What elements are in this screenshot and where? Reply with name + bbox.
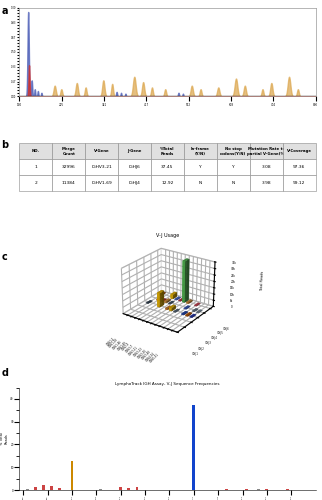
Bar: [71, 460, 73, 490]
Bar: [245, 489, 248, 490]
Bar: [34, 486, 37, 490]
Bar: [265, 489, 268, 490]
Bar: [225, 488, 228, 490]
Bar: [193, 404, 195, 490]
Bar: [42, 485, 45, 490]
Title: LymphoTrack IGH Assay- V-J Sequence Frequencies: LymphoTrack IGH Assay- V-J Sequence Freq…: [115, 382, 220, 386]
Bar: [119, 488, 122, 490]
Text: b: b: [2, 140, 9, 150]
Y-axis label: % Total
Reads: % Total Reads: [0, 432, 9, 445]
Bar: [128, 488, 130, 490]
Bar: [136, 486, 138, 490]
Text: a: a: [2, 6, 8, 16]
Title: V-J Usage: V-J Usage: [156, 232, 179, 237]
Text: d: d: [2, 368, 9, 378]
Text: c: c: [2, 252, 7, 262]
Bar: [59, 488, 61, 490]
Bar: [50, 486, 53, 490]
